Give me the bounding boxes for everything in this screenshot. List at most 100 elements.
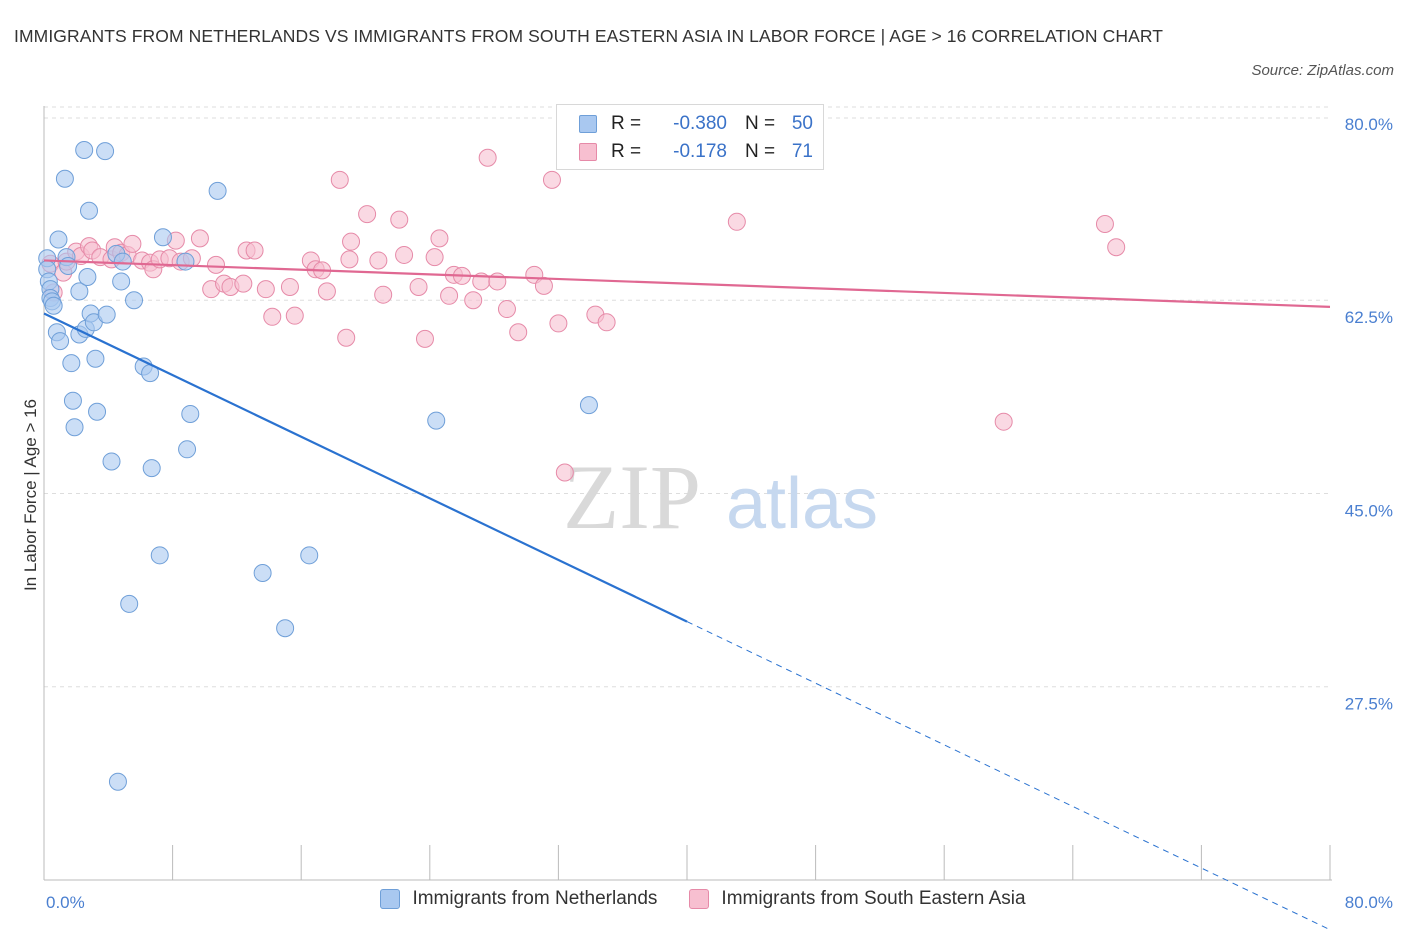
sea-point bbox=[280, 277, 299, 296]
sea-point bbox=[123, 234, 142, 253]
legend-item-netherlands[interactable]: Immigrants from Netherlands bbox=[380, 888, 657, 910]
n-label: N = bbox=[745, 113, 776, 134]
sea-point bbox=[1095, 215, 1114, 234]
y-tick-label: 80.0% bbox=[1345, 115, 1393, 134]
netherlands-point bbox=[153, 228, 172, 247]
sea-point bbox=[597, 313, 616, 332]
y-tick-label: 27.5% bbox=[1345, 695, 1393, 714]
sea-point bbox=[425, 248, 444, 267]
sea-point bbox=[245, 241, 264, 260]
netherlands-point bbox=[86, 349, 105, 368]
r-value: -0.178 bbox=[673, 141, 727, 162]
r-label: R = bbox=[611, 113, 642, 134]
netherlands-point bbox=[55, 169, 74, 188]
watermark: ZIP atlas bbox=[563, 446, 878, 548]
netherlands-point bbox=[579, 396, 598, 415]
netherlands-point bbox=[125, 291, 144, 310]
y-tick-label: 62.5% bbox=[1345, 308, 1393, 327]
watermark-zip: ZIP bbox=[563, 446, 701, 548]
sea-point bbox=[555, 463, 574, 482]
legend-label-sea: Immigrants from South Eastern Asia bbox=[721, 888, 1026, 909]
chart-title: IMMIGRANTS FROM NETHERLANDS VS IMMIGRANT… bbox=[14, 26, 1164, 46]
sea-point bbox=[374, 285, 393, 304]
sea-point bbox=[430, 229, 449, 248]
netherlands-point bbox=[97, 305, 116, 324]
sea-point bbox=[727, 212, 746, 231]
netherlands-point bbox=[150, 546, 169, 565]
netherlands-legend-swatch bbox=[380, 889, 401, 909]
trend-lines bbox=[43, 259, 1331, 930]
netherlands-point bbox=[113, 252, 132, 271]
sea-point bbox=[190, 229, 209, 248]
sea-point bbox=[409, 277, 428, 296]
netherlands-point bbox=[65, 418, 84, 437]
n-value: 50 bbox=[791, 113, 813, 134]
netherlands-point bbox=[178, 440, 197, 459]
netherlands-point bbox=[70, 282, 89, 301]
netherlands-point bbox=[120, 594, 139, 613]
sea-point bbox=[340, 250, 359, 269]
netherlands-point bbox=[427, 411, 446, 430]
watermark-atlas: atlas bbox=[726, 464, 878, 544]
netherlands-point bbox=[80, 201, 99, 220]
sea-point bbox=[1107, 238, 1126, 257]
sea-trend-line bbox=[43, 259, 1331, 308]
sea-point bbox=[464, 291, 483, 310]
netherlands-point bbox=[142, 459, 161, 478]
sea-point bbox=[337, 328, 356, 347]
netherlands-point bbox=[63, 391, 82, 410]
sea-point bbox=[488, 272, 507, 291]
stats-row-netherlands: R = -0.380 N = 50 bbox=[579, 111, 813, 137]
sea-point bbox=[263, 307, 282, 326]
sea-point bbox=[234, 274, 253, 293]
sea-point bbox=[415, 329, 434, 348]
source-label: Source: ZipAtlas.com bbox=[1251, 62, 1394, 79]
netherlands-point bbox=[208, 181, 227, 200]
netherlands-point bbox=[102, 452, 121, 471]
netherlands-trend-line bbox=[43, 312, 688, 623]
r-value: -0.380 bbox=[673, 113, 727, 134]
legend-item-sea[interactable]: Immigrants from South Eastern Asia bbox=[689, 888, 1026, 910]
sea-point bbox=[317, 282, 336, 301]
sea-swatch bbox=[579, 143, 597, 161]
x-tick-label: 0.0% bbox=[46, 893, 85, 912]
stats-legend: R = -0.380 N = 50 R = -0.178 N = 71 bbox=[556, 104, 824, 170]
sea-point bbox=[440, 286, 459, 305]
series-legend: Immigrants from Netherlands Immigrants f… bbox=[0, 888, 1406, 910]
netherlands-point bbox=[88, 402, 107, 421]
stats-row-sea: R = -0.178 N = 71 bbox=[579, 139, 813, 165]
netherlands-point bbox=[62, 354, 81, 373]
n-value: 71 bbox=[791, 141, 813, 162]
netherlands-point bbox=[51, 332, 70, 351]
axes bbox=[43, 106, 1332, 881]
sea-point bbox=[994, 412, 1013, 431]
sea-point bbox=[358, 205, 377, 224]
sea-point bbox=[207, 255, 226, 274]
y-tick-label: 45.0% bbox=[1345, 501, 1393, 520]
netherlands-point bbox=[112, 272, 131, 291]
netherlands-point bbox=[181, 404, 200, 423]
netherlands-point bbox=[75, 141, 94, 160]
sea-point bbox=[497, 300, 516, 319]
netherlands-point bbox=[96, 142, 115, 161]
gridlines bbox=[44, 106, 1330, 688]
sea-point bbox=[478, 148, 497, 167]
sea-point bbox=[395, 245, 414, 264]
netherlands-point bbox=[253, 563, 272, 582]
netherlands-point bbox=[49, 230, 68, 249]
x-tick-label: 80.0% bbox=[1345, 893, 1393, 912]
netherlands-point bbox=[78, 268, 97, 287]
sea-point bbox=[549, 314, 568, 333]
netherlands-point bbox=[276, 619, 295, 638]
netherlands-point bbox=[44, 296, 63, 315]
sea-point bbox=[534, 276, 553, 295]
netherlands-point bbox=[300, 546, 319, 565]
series-sea-points bbox=[41, 143, 1126, 482]
series-netherlands-points bbox=[38, 141, 598, 791]
netherlands-point bbox=[108, 772, 127, 791]
sea-point bbox=[509, 323, 528, 342]
sea-point bbox=[369, 251, 388, 270]
sea-legend-swatch bbox=[689, 889, 710, 909]
legend-label-netherlands: Immigrants from Netherlands bbox=[412, 888, 658, 909]
